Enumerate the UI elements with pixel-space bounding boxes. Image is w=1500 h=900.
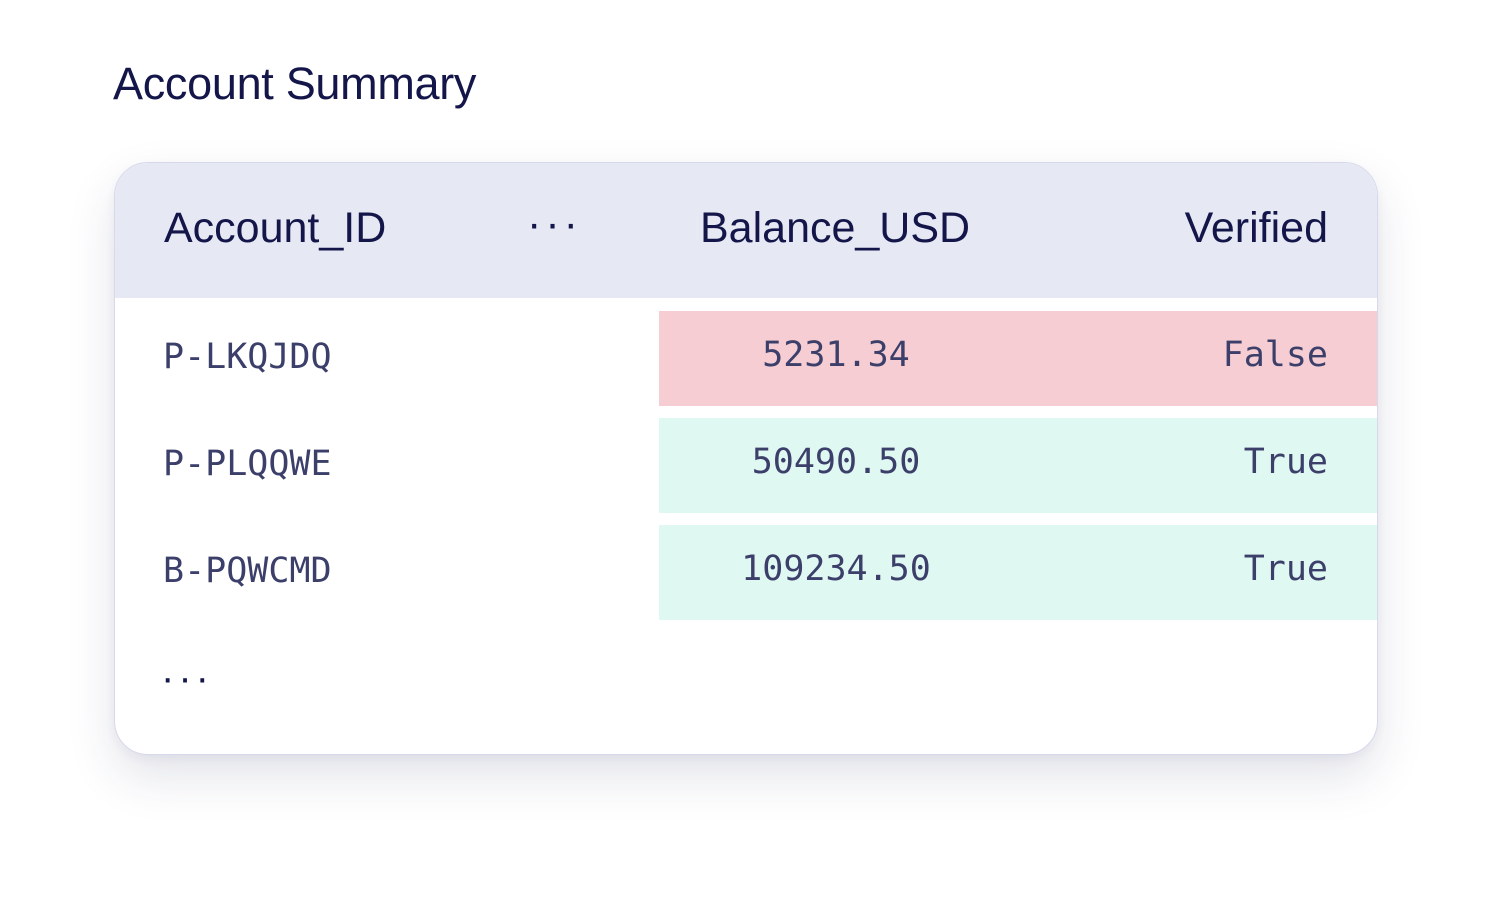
balance-cell: 5231.34 <box>762 335 910 375</box>
row-highlight-false <box>659 311 1377 406</box>
column-header-account-id: Account_ID <box>164 204 387 252</box>
account-id-cell: B-PQWCMD <box>163 551 332 591</box>
account-id-cell: P-LKQJDQ <box>163 337 332 377</box>
more-rows-ellipsis: ··· <box>161 656 213 700</box>
column-header-balance: Balance_USD <box>700 204 971 252</box>
account-id-cell: P-PLQQWE <box>163 444 332 484</box>
row-highlight-true <box>659 525 1377 620</box>
verified-cell: True <box>1243 549 1328 589</box>
verified-cell: True <box>1243 442 1328 482</box>
verified-cell: False <box>1222 335 1328 375</box>
column-header-hidden-columns: ··· <box>527 200 582 248</box>
page-title: Account Summary <box>113 58 477 109</box>
account-table: Account_ID ··· Balance_USD Verified P-LK… <box>114 162 1378 755</box>
balance-cell: 50490.50 <box>751 442 921 482</box>
balance-cell: 109234.50 <box>741 549 931 589</box>
row-highlight-true <box>659 418 1377 513</box>
column-header-verified: Verified <box>1184 204 1328 252</box>
table-header: Account_ID ··· Balance_USD Verified <box>115 163 1377 298</box>
